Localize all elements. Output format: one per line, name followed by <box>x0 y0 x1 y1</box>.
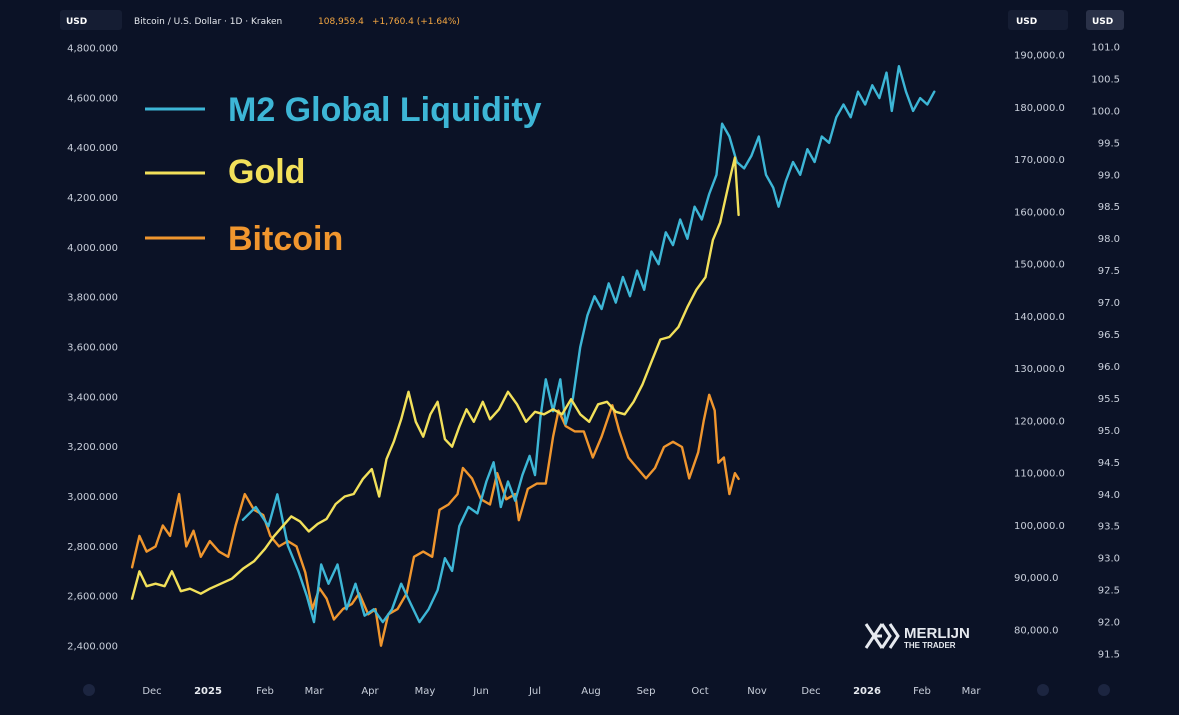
left-axis-tick-label: 4,200.000 <box>67 193 118 204</box>
mid-axis-tick-label: 90,000.0 <box>1014 573 1059 584</box>
right-axis-tick-label: 97.5 <box>1098 266 1120 277</box>
mid-axis-tick-label: 160,000.0 <box>1014 207 1065 218</box>
chart-header: USD Bitcoin / U.S. Dollar · 1D · Kraken … <box>60 10 1124 30</box>
right-y-axis: 101.0 100.5 100.0 99.5 99.0 98.5 98.0 97.5 97.0 9… <box>1091 43 1120 661</box>
x-axis-tick-label: Jul <box>528 686 541 697</box>
x-axis-tick-label: Feb <box>913 686 931 697</box>
left-axis-tick-label: 3,800.000 <box>67 293 118 304</box>
right-axis-tick-label: 98.0 <box>1098 234 1120 245</box>
merlijn-logo: MERLIJN THE TRADER <box>864 623 970 650</box>
merlijn-logo-icon <box>864 623 900 649</box>
right-axis-tick-label: 91.5 <box>1098 650 1120 661</box>
time-zone-button[interactable] <box>83 684 95 696</box>
mid-axis-tick-label: 130,000.0 <box>1014 364 1065 375</box>
bitcoin-line <box>130 393 740 647</box>
right-axis-tick-label: 97.0 <box>1098 298 1120 309</box>
price-change: +1,760.4 (+1.64%) <box>372 17 460 27</box>
mid-axis-tick-label: 180,000.0 <box>1014 103 1065 114</box>
left-axis-tick-label: 3,400.000 <box>67 392 118 403</box>
left-axis-tick-label: 4,800.000 <box>67 44 118 55</box>
mid-axis-tick-label: 190,000.0 <box>1014 51 1065 62</box>
x-axis-tick-label: Nov <box>747 686 767 697</box>
logo-subtitle: THE TRADER <box>904 641 956 650</box>
right-axis-tick-label: 92.5 <box>1098 586 1120 597</box>
legend-label-bitcoin: Bitcoin <box>228 220 343 258</box>
legend: M2 Global Liquidity Gold Bitcoin <box>145 91 542 258</box>
right-axis-tick-label: 96.5 <box>1098 330 1120 341</box>
right-axis-tick-label: 93.0 <box>1098 554 1120 565</box>
right-axis-tick-label: 93.5 <box>1098 522 1120 533</box>
right-axis-tick-label: 96.0 <box>1098 362 1120 373</box>
left-y-axis: 4,800.000 4,600.000 4,400.000 4,200.000 4,00… <box>67 44 118 653</box>
series-layer <box>130 65 936 647</box>
last-price: 108,959.4 <box>318 17 364 27</box>
x-axis-tick-label: 2025 <box>194 686 222 697</box>
left-axis-currency-badge[interactable] <box>60 10 122 30</box>
left-axis-tick-label: 2,400.000 <box>67 642 118 653</box>
right-axis-tick-label: 99.5 <box>1098 138 1120 149</box>
left-axis-tick-label: 4,600.000 <box>67 93 118 104</box>
mid-axis-currency-label: USD <box>1016 17 1037 27</box>
x-axis-tick-label: Aug <box>581 686 601 697</box>
axis-settings-button[interactable] <box>1037 684 1049 696</box>
x-axis-tick-label: Jun <box>472 686 489 697</box>
mid-axis-currency-badge[interactable] <box>1008 10 1068 30</box>
x-axis-tick-label: Apr <box>361 686 379 697</box>
x-axis-tick-label: Sep <box>637 686 656 697</box>
x-axis-tick-label: Dec <box>142 686 161 697</box>
chart-settings-button[interactable] <box>1098 684 1110 696</box>
right-axis-currency-badge[interactable] <box>1086 10 1124 30</box>
right-axis-tick-label: 95.5 <box>1098 394 1120 405</box>
right-axis-tick-label: 100.5 <box>1091 74 1120 85</box>
x-axis-tick-label: Dec <box>801 686 820 697</box>
x-axis-tick-label: Feb <box>256 686 274 697</box>
right-axis-tick-label: 99.0 <box>1098 170 1120 181</box>
left-axis-tick-label: 2,800.000 <box>67 542 118 553</box>
right-axis-currency-label: USD <box>1092 17 1113 27</box>
right-axis-tick-label: 101.0 <box>1091 43 1120 54</box>
mid-axis-tick-label: 80,000.0 <box>1014 626 1059 637</box>
mid-axis-tick-label: 100,000.0 <box>1014 521 1065 532</box>
logo-title: MERLIJN <box>904 625 970 642</box>
right-axis-tick-label: 100.0 <box>1091 106 1120 117</box>
right-axis-tick-label: 94.0 <box>1098 490 1120 501</box>
mid-axis-tick-label: 140,000.0 <box>1014 312 1065 323</box>
legend-label-gold: Gold <box>228 153 305 191</box>
left-axis-tick-label: 2,600.000 <box>67 592 118 603</box>
x-axis-tick-label: Oct <box>691 686 708 697</box>
left-axis-tick-label: 4,400.000 <box>67 143 118 154</box>
left-axis-tick-label: 3,200.000 <box>67 442 118 453</box>
x-axis-tick-label: 2026 <box>853 686 881 697</box>
mid-y-axis: 190,000.0 180,000.0 170,000.0 160,000.0 150,… <box>1014 51 1065 637</box>
x-axis-tick-label: Mar <box>305 686 325 697</box>
mid-axis-tick-label: 150,000.0 <box>1014 260 1065 271</box>
mid-axis-tick-label: 170,000.0 <box>1014 155 1065 166</box>
symbol-title: Bitcoin / U.S. Dollar · 1D · Kraken <box>134 17 282 27</box>
gold-line <box>130 156 740 600</box>
m2-global-liquidity-line <box>241 65 936 624</box>
left-axis-tick-label: 4,000.000 <box>67 243 118 254</box>
mid-axis-tick-label: 120,000.0 <box>1014 416 1065 427</box>
x-axis-tick-label: Mar <box>962 686 982 697</box>
left-axis-tick-label: 3,000.000 <box>67 492 118 503</box>
right-axis-tick-label: 94.5 <box>1098 458 1120 469</box>
right-axis-tick-label: 92.0 <box>1098 618 1120 629</box>
mid-axis-tick-label: 110,000.0 <box>1014 469 1065 480</box>
legend-label-m2: M2 Global Liquidity <box>228 91 542 129</box>
right-axis-tick-label: 95.0 <box>1098 426 1120 437</box>
left-axis-currency-label: USD <box>66 17 87 27</box>
right-axis-tick-label: 98.5 <box>1098 202 1120 213</box>
left-axis-tick-label: 3,600.000 <box>67 343 118 354</box>
x-axis: Dec 2025 Feb Mar Apr May Jun Jul Aug Sep Oct Nov Dec… <box>142 686 981 697</box>
x-axis-tick-label: May <box>415 686 436 697</box>
